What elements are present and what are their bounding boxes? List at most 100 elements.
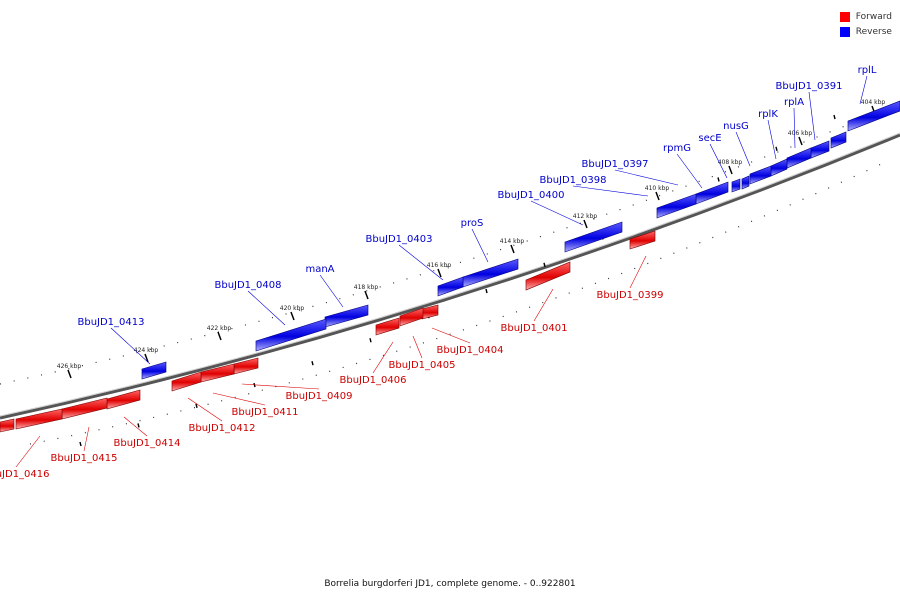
scale-tick	[217, 331, 222, 341]
reverse-gene-label: BbuJD1_0398	[539, 175, 606, 186]
reverse-gene-block	[255, 318, 327, 352]
legend-forward: Forward	[839, 9, 892, 24]
reverse-gene-block	[695, 181, 729, 205]
forward-gene-label: BbuJD1_0399	[596, 290, 663, 301]
scale-tick	[67, 369, 72, 379]
scale-tick-label: 408 kbp	[718, 159, 743, 166]
forward-label-connector	[15, 435, 41, 468]
scale-tick-label: 420 kbp	[280, 305, 305, 312]
forward-gene-label: BbuJD1_0414	[113, 438, 180, 449]
scale-tick	[583, 219, 588, 229]
genome-backbone	[0, 133, 900, 420]
reverse-gene-label: BbuJD1_0397	[581, 159, 648, 170]
reverse-label-connector	[110, 327, 151, 365]
forward-label-connector	[629, 255, 647, 289]
forward-gene-block	[525, 261, 571, 291]
legend-forward-label: Forward	[855, 11, 892, 22]
forward-label-connector	[83, 426, 90, 452]
reverse-gene-label: rplL	[858, 65, 877, 76]
reverse-gene-block	[564, 221, 623, 253]
lower-tick	[195, 403, 198, 408]
forward-gene-label: BbuJD1_0409	[285, 391, 352, 402]
forward-label-connector	[187, 397, 223, 422]
scale-tick	[290, 311, 295, 321]
scale-tick-label: 414 kbp	[500, 238, 525, 245]
lower-tick	[717, 177, 720, 182]
forward-gene-label: BbuJD1_0405	[388, 360, 455, 371]
reverse-gene-block	[437, 276, 464, 297]
reverse-label-connector	[471, 228, 489, 263]
reverse-gene-block	[770, 158, 788, 177]
forward-label-connector	[412, 335, 423, 359]
forward-gene-block	[629, 230, 656, 250]
scale-tick-label: 406 kbp	[788, 130, 813, 137]
reverse-gene-label: secE	[698, 133, 721, 144]
lower-tick	[369, 338, 372, 343]
lower-tick	[485, 288, 488, 294]
scale-tick-label: 418 kbp	[354, 284, 379, 291]
scale-tick-label: 404 kbp	[861, 99, 886, 106]
gene-features	[0, 100, 900, 433]
reverse-gene-block	[731, 178, 741, 193]
reverse-label-connector	[709, 143, 728, 179]
scale-tick-label: 422 kbp	[207, 325, 232, 332]
reverse-gene-label: BbuJD1_0400	[497, 190, 564, 201]
reverse-swatch	[839, 26, 850, 37]
scale-tick-label: 424 kbp	[134, 347, 159, 354]
scale-tick-label: 412 kbp	[573, 213, 598, 220]
reverse-gene-label: BbuJD1_0408	[214, 280, 281, 291]
reverse-label-connector	[319, 274, 344, 308]
reverse-gene-label: BbuJD1_0403	[365, 234, 432, 245]
reverse-gene-label: rpmG	[663, 143, 691, 154]
forward-gene-block	[0, 418, 15, 433]
scale-tick	[364, 290, 369, 300]
scale-ticks: 404 kbp 406 kbp 408 kbp 410 kbp 412 kbp 414 k…	[57, 99, 886, 379]
reverse-gene-block	[786, 147, 812, 169]
forward-gene-block	[171, 371, 202, 392]
scale-tick	[728, 165, 733, 175]
scale-tick	[437, 268, 442, 278]
reverse-label-connector	[735, 131, 751, 167]
reverse-label-connector	[572, 185, 649, 197]
forward-gene-label: BbuJD1_0401	[500, 323, 567, 334]
forward-gene-block	[399, 307, 424, 327]
scale-tick-label: 426 kbp	[57, 363, 82, 370]
lower-tick	[311, 361, 314, 366]
scale-tick	[144, 353, 149, 363]
lower-tick	[79, 441, 82, 447]
reverse-label-connector	[530, 200, 584, 226]
reverse-label-connector	[614, 169, 679, 186]
legend-reverse: Reverse	[839, 24, 892, 39]
scale-tick	[655, 191, 660, 201]
forward-gene-label: BbuJD1_0412	[188, 423, 255, 434]
reverse-gene-block	[141, 361, 167, 380]
legend: Forward Reverse	[839, 9, 892, 39]
reverse-gene-block	[810, 140, 830, 159]
reverse-gene-label: rplA	[784, 97, 804, 108]
reverse-label-connector	[793, 107, 796, 149]
reverse-label-connector	[247, 290, 286, 326]
forward-gene-block	[15, 408, 63, 430]
lower-tick	[137, 423, 140, 428]
reverse-gene-label: BbuJD1_0391	[775, 81, 842, 92]
reverse-label-connector	[808, 91, 816, 141]
genome-caption: Borrelia burgdorferi JD1, complete genom…	[324, 579, 576, 589]
forward-gene-block	[375, 317, 400, 336]
reverse-gene-block	[462, 258, 519, 288]
reverse-gene-label: rplK	[758, 109, 778, 120]
reverse-gene-block	[741, 175, 750, 190]
scale-tick-label: 410 kbp	[645, 185, 670, 192]
scale-dots-lower	[29, 159, 891, 445]
legend-reverse-label: Reverse	[855, 26, 892, 37]
forward-label-connector	[212, 392, 266, 406]
lower-tick	[543, 262, 546, 267]
reverse-label-connector	[676, 153, 703, 189]
reverse-gene-label: nusG	[723, 121, 749, 132]
forward-gene-label: BbuJD1_0416	[0, 469, 50, 480]
forward-label-connector	[533, 288, 554, 322]
reverse-gene-label: proS	[461, 218, 484, 229]
label-connectors	[15, 75, 868, 468]
reverse-gene-label: manA	[305, 264, 334, 275]
